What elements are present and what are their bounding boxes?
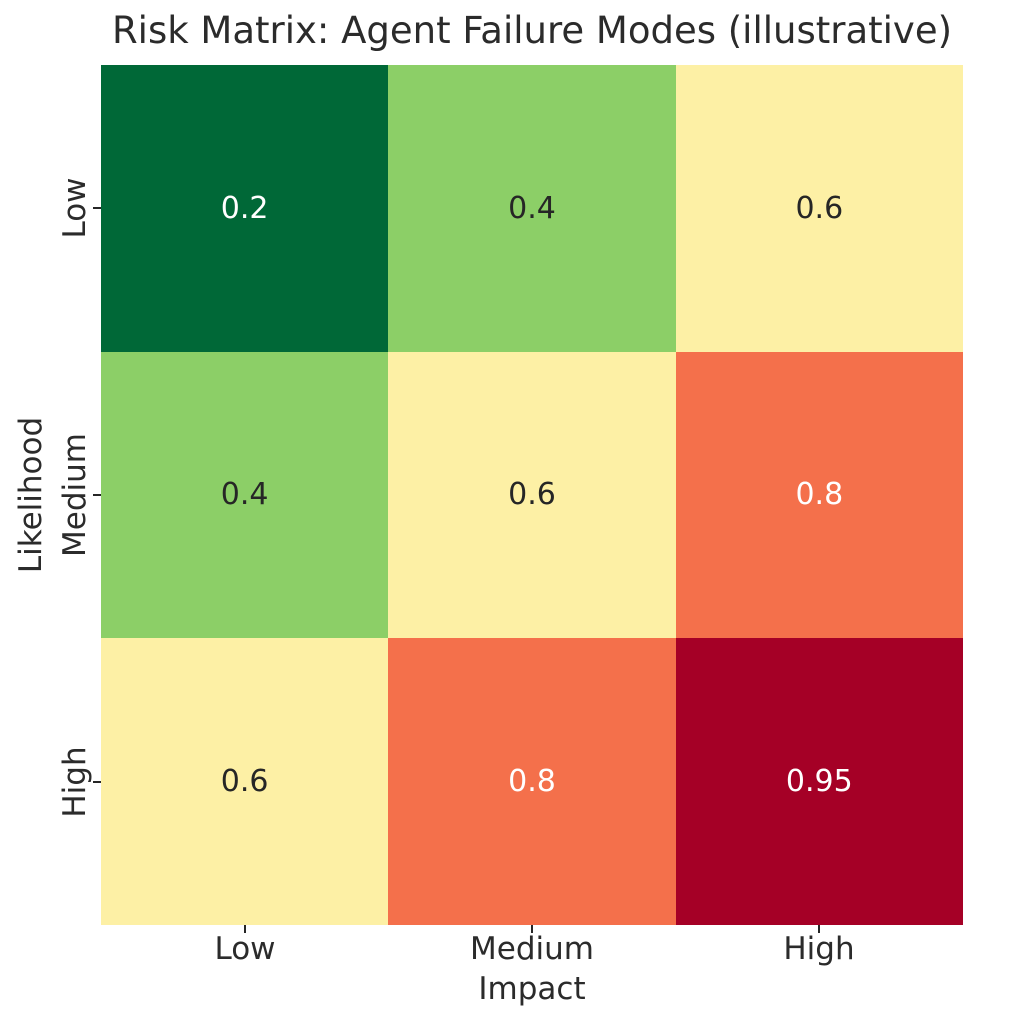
y-axis-label: Likelihood [13,416,49,574]
heatmap-cell: 0.8 [388,638,676,925]
x-axis-tick [818,925,820,933]
heatmap-cell: 0.4 [388,65,676,352]
heatmap-cell: 0.4 [101,351,389,639]
x-axis-tick [531,925,533,933]
y-tick-label-medium: Medium [57,433,93,557]
heatmap-cell: 0.6 [101,638,389,925]
y-axis-tick [93,781,101,783]
x-tick-label-medium: Medium [470,931,594,967]
x-axis-tick [244,925,246,933]
y-axis-tick [93,207,101,209]
y-axis-tick [93,494,101,496]
chart-title: Risk Matrix: Agent Failure Modes (illust… [111,9,953,52]
heatmap-cell: 0.95 [675,638,963,925]
heatmap-cell: 0.6 [388,351,676,639]
heatmap-plot-area: 0.2 0.4 0.6 0.4 0.6 0.8 0.6 0.8 0.95 [101,65,963,925]
heatmap-cell: 0.2 [101,65,389,352]
x-tick-label-low: Low [214,931,276,967]
heatmap-cell: 0.8 [675,351,963,639]
x-axis-label: Impact [478,971,586,1007]
y-tick-label-high: High [57,746,93,818]
y-tick-label-low: Low [57,177,93,239]
x-tick-label-high: High [783,931,855,967]
heatmap-cell: 0.6 [675,65,963,352]
